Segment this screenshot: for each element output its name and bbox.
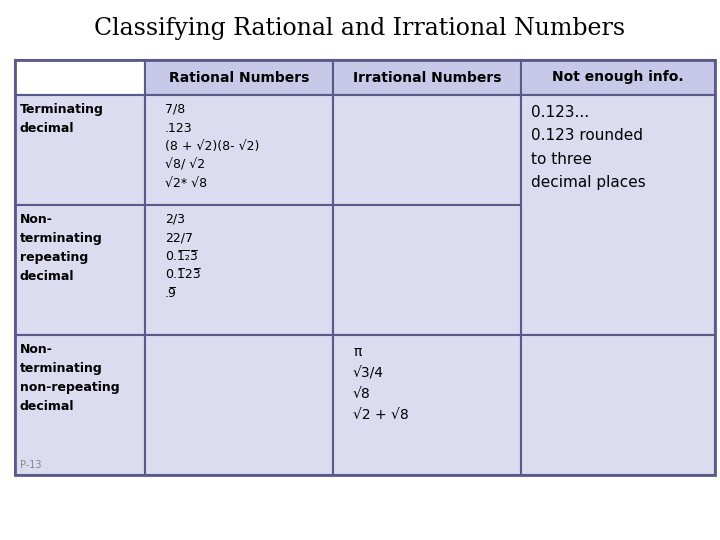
Bar (15, 205, 145, 335)
Bar (15, 335, 145, 475)
Bar (145, 205, 333, 335)
Bar (333, 335, 521, 475)
Bar (15, 95, 145, 205)
Bar (15, 60, 715, 475)
Bar (145, 335, 333, 475)
Text: π
√3/4
√8
√2 + √8: π √3/4 √8 √2 + √8 (353, 345, 409, 422)
Bar (333, 60, 521, 95)
Bar (145, 60, 333, 95)
Text: Irrational Numbers: Irrational Numbers (353, 71, 501, 84)
Bar (521, 95, 715, 335)
Text: 0.123...
0.123 rounded
to three
decimal places: 0.123... 0.123 rounded to three decimal … (531, 105, 646, 190)
Bar (15, 60, 145, 95)
Text: Non-
terminating
repeating
decimal: Non- terminating repeating decimal (20, 213, 103, 283)
Text: Classifying Rational and Irrational Numbers: Classifying Rational and Irrational Numb… (94, 17, 626, 39)
Bar (521, 335, 715, 475)
Bar (333, 95, 521, 205)
Text: 2/3
22/7
0.1̅₂̅3̅
0.1̅23̅
.9̅: 2/3 22/7 0.1̅₂̅3̅ 0.1̅23̅ .9̅ (165, 213, 201, 300)
Bar (333, 205, 521, 335)
Bar (145, 95, 333, 205)
Text: Rational Numbers: Rational Numbers (168, 71, 309, 84)
Text: P-13: P-13 (20, 460, 42, 470)
Text: Terminating
decimal: Terminating decimal (20, 103, 104, 135)
Text: Not enough info.: Not enough info. (552, 71, 684, 84)
Text: Non-
terminating
non-repeating
decimal: Non- terminating non-repeating decimal (20, 343, 120, 413)
Text: 7/8
.123
(8 + √2)(8- √2)
√8/ √2
√2* √8: 7/8 .123 (8 + √2)(8- √2) √8/ √2 √2* √8 (165, 103, 259, 190)
Bar (521, 60, 715, 95)
